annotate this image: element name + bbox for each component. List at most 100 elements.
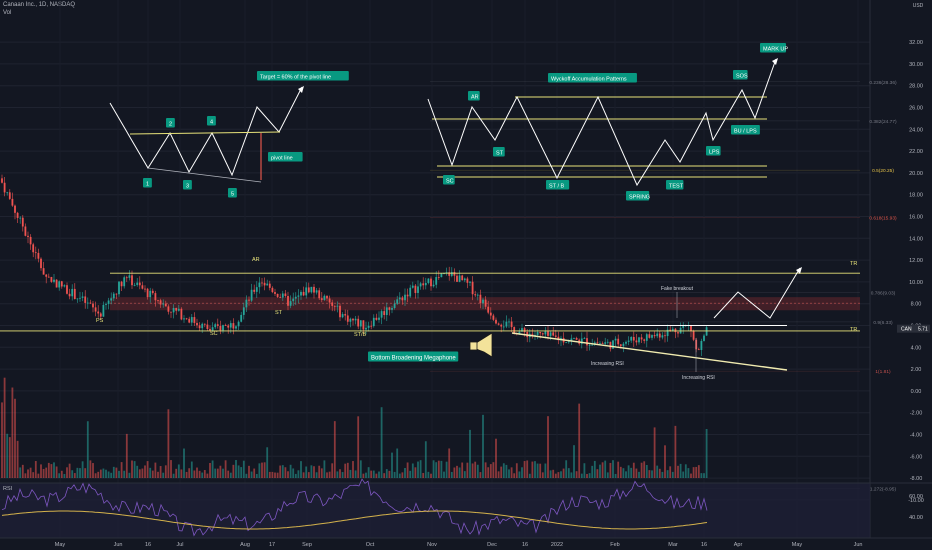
volume-bar [357, 416, 360, 478]
last-price-tag [897, 324, 930, 333]
candle-body [617, 338, 620, 345]
time-tick: Nov [427, 542, 437, 548]
candle-body [37, 252, 40, 259]
volume-bar [240, 467, 243, 478]
volume-bar [307, 472, 310, 478]
volume-bar [528, 473, 531, 478]
volume-bar [656, 465, 659, 478]
candle-body [513, 327, 516, 334]
volume-bar [40, 464, 42, 478]
candle-body [417, 286, 419, 293]
volume-bar [123, 470, 126, 478]
volume-bar [697, 465, 700, 478]
volume-bar [229, 472, 232, 478]
candle-body [266, 283, 269, 286]
candle-body [435, 277, 438, 285]
candle-body [461, 275, 464, 281]
candle-body [294, 296, 297, 299]
volume-bar [604, 460, 607, 478]
volume-bar [437, 460, 440, 478]
candle-body [201, 323, 204, 329]
volume-bar [596, 469, 599, 478]
volume-bar [16, 440, 19, 478]
candle-body [224, 325, 227, 326]
time-axis: May Jun 16 Jul Aug 17 Sep Oct Nov Dec 16 2022 Feb Mar… [0, 537, 932, 548]
volume-bar [700, 473, 703, 478]
candle-body [289, 301, 292, 306]
candle-body [489, 312, 492, 316]
volume-bar [42, 468, 45, 478]
volume-bar [94, 473, 97, 478]
volume-bar [253, 468, 256, 478]
volume-bar [354, 470, 357, 478]
volume-bar [315, 472, 318, 478]
candle-body [365, 327, 367, 330]
candle-body [476, 294, 479, 296]
volume-bar [635, 468, 638, 478]
candle-body [21, 217, 24, 227]
volume-bar [198, 470, 201, 478]
volume-bar [385, 469, 388, 478]
spring-label: SPRING [629, 195, 650, 201]
volume-bar [92, 463, 94, 478]
volume-bar [515, 463, 518, 478]
candle-body [305, 287, 308, 296]
candle-body [619, 344, 622, 347]
volume-bar [614, 473, 617, 478]
volume-bar [679, 463, 682, 478]
candle-body [510, 321, 513, 328]
volume-bar [55, 466, 58, 478]
candle-body [47, 276, 50, 278]
volume-bar [274, 472, 276, 478]
volume-bar [107, 471, 110, 478]
price-tick: 30.00 [909, 62, 923, 68]
candle-body [19, 217, 22, 219]
volume-bar [318, 465, 321, 478]
candle-body [229, 323, 232, 328]
volume-bar [606, 472, 609, 478]
candle-body [133, 284, 136, 286]
volume-bar [362, 473, 365, 478]
candle-body [115, 293, 118, 295]
volume-bar [344, 463, 347, 478]
time-tick: Sep [302, 542, 312, 548]
volume-bars [1, 377, 708, 478]
volume-bar [463, 471, 466, 478]
candle-body [635, 340, 638, 343]
volume-bar [690, 473, 692, 478]
candle-body [198, 325, 201, 329]
candle-body [131, 275, 133, 286]
volume-bar [211, 460, 214, 478]
candle-body [479, 294, 482, 304]
candle-body [487, 306, 490, 313]
volume-bar [97, 471, 100, 478]
candle-body [214, 324, 217, 328]
volume-bar [417, 461, 419, 478]
volume-bar [183, 448, 185, 478]
candle-body [656, 333, 659, 337]
volume-bar [487, 467, 490, 478]
candle-body [248, 299, 250, 301]
price-axis: 32.00 30.00 28.00 26.00 24.00 22.00 20.00 18.00… [897, 3, 930, 504]
candle-body [700, 340, 703, 350]
candle-body [120, 281, 123, 287]
candle-body [682, 326, 685, 328]
pattern-top-line [129, 131, 281, 135]
candle-body [671, 328, 674, 331]
candle-body [14, 205, 16, 213]
candle-body [16, 212, 19, 218]
target-label-bg [257, 71, 349, 81]
candles [1, 174, 708, 357]
volume-bar [268, 471, 271, 478]
volume-bar [73, 473, 76, 478]
volume-bar [471, 463, 474, 478]
candle-body [669, 329, 672, 331]
volume-bar [521, 467, 523, 478]
candle-body [549, 332, 552, 336]
candle-body [357, 318, 360, 327]
volume-bar [411, 463, 414, 478]
volume-bar [24, 473, 27, 478]
currency-label: USD [913, 3, 924, 9]
